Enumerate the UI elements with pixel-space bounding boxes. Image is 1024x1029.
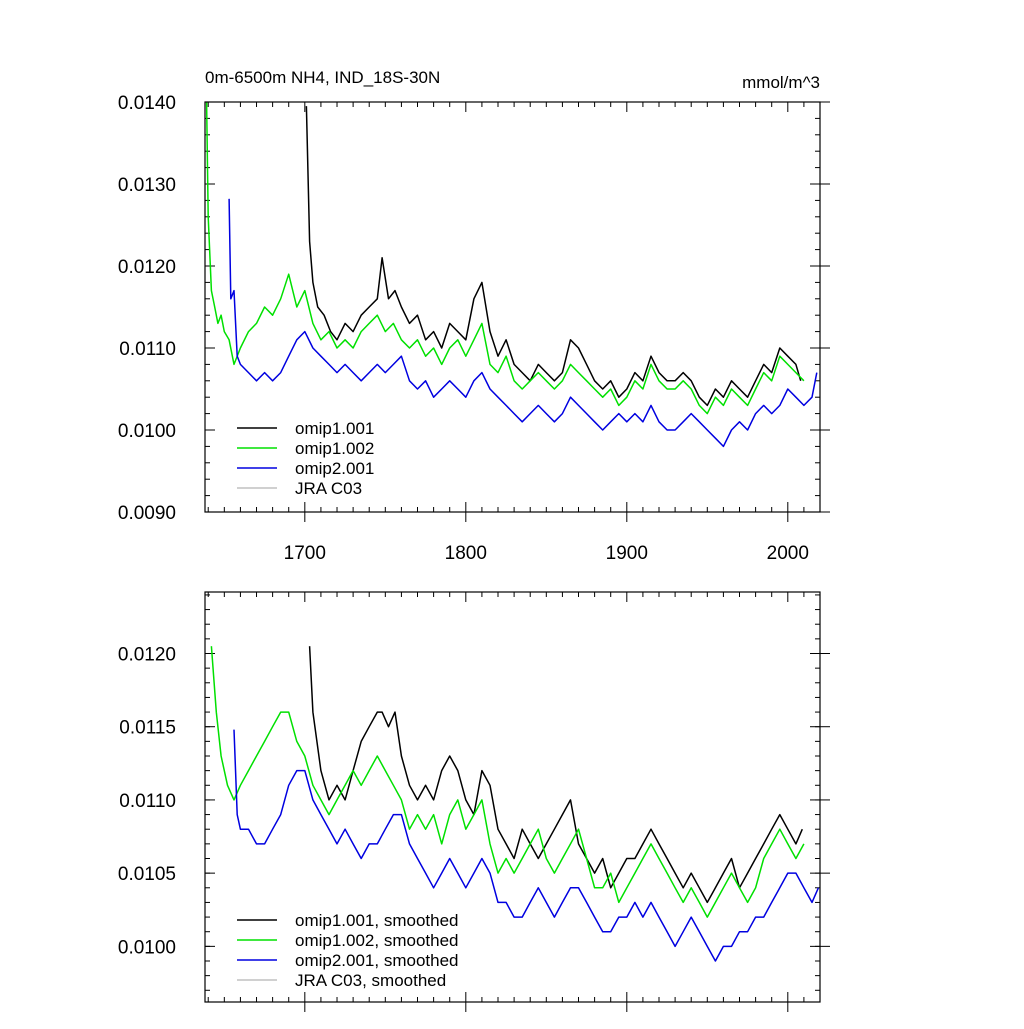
y-tick-label: 0.0130	[118, 175, 176, 196]
y-tick-label: 0.0140	[118, 93, 176, 114]
x-tick-label: 1800	[445, 543, 487, 564]
legend-label: omip2.001, smoothed	[295, 951, 459, 970]
x-tick-label: 2000	[767, 543, 809, 564]
legend-label: JRA C03, smoothed	[295, 971, 446, 990]
series-line-omip1-001	[308, 646, 803, 904]
y-tick-label: 0.0120	[118, 257, 176, 278]
legend-label: omip1.002	[295, 439, 374, 458]
bottom-series	[210, 646, 820, 962]
bottom-tick-labels: 0.0100 0.0105 0.0110 0.0115 0.0120	[118, 645, 176, 959]
legend-label: JRA C03	[295, 479, 362, 498]
y-tick-label: 0.0100	[118, 421, 176, 442]
series-line-omip2-001	[233, 729, 820, 962]
series-line-omip1-001	[305, 106, 802, 407]
y-tick-label: 0.0120	[118, 645, 176, 666]
top-tick-labels: 1700 1800 1900 2000 0.0090 0.0100 0.0110 0.0120…	[118, 93, 809, 564]
top-units: mmol/m^3	[742, 73, 820, 92]
bottom-axis-ticks	[205, 592, 830, 1012]
y-tick-label: 0.0105	[118, 864, 176, 885]
legend-label: omip1.002, smoothed	[295, 931, 459, 950]
legend-label: omip1.001, smoothed	[295, 911, 459, 930]
top-plot-frame	[204, 101, 821, 513]
legend-label: omip1.001	[295, 419, 374, 438]
bottom-panel: 0.0100 0.0105 0.0110 0.0115 0.0120 omip1.001…	[118, 591, 830, 1012]
bottom-plot-frame	[204, 591, 821, 1003]
top-title: 0m-6500m NH4, IND_18S-30N	[205, 68, 440, 87]
y-tick-label: 0.0100	[118, 937, 176, 958]
top-series	[205, 101, 818, 448]
x-tick-label: 1700	[284, 543, 326, 564]
y-tick-label: 0.0110	[119, 791, 176, 812]
top-panel: 0m-6500m NH4, IND_18S-30N mmol/m^3 1700 1…	[118, 68, 830, 564]
series-line-omip1-002	[205, 101, 805, 415]
series-line-omip2-001	[228, 198, 818, 448]
series-line-omip1-002	[210, 646, 805, 918]
y-tick-label: 0.0115	[119, 718, 176, 739]
y-tick-label: 0.0110	[119, 339, 176, 360]
x-tick-label: 1900	[606, 543, 648, 564]
legend-label: omip2.001	[295, 459, 374, 478]
y-tick-label: 0.0090	[118, 503, 176, 524]
